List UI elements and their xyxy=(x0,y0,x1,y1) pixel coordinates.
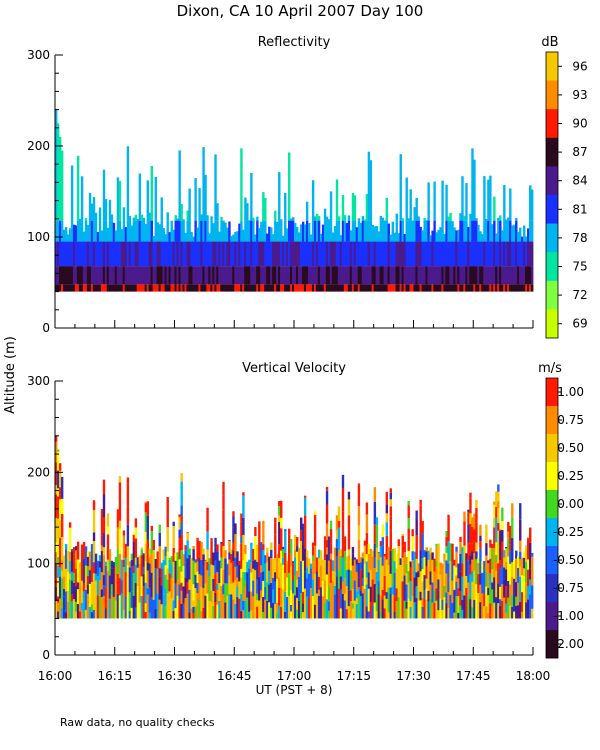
colorbar-tick-label: 75 xyxy=(572,260,587,274)
colorbar-tick-label: 81 xyxy=(572,202,587,216)
colorbar-tick-label: -0.50 xyxy=(553,553,584,567)
colorbar-swatch xyxy=(546,166,558,196)
y-tick-label: 0 xyxy=(42,321,50,335)
x-tick-label: 16:45 xyxy=(217,669,252,683)
colorbar-swatch xyxy=(546,546,558,575)
x-axis-label: UT (PST + 8) xyxy=(256,683,333,697)
colorbar-tick-label: 96 xyxy=(572,59,587,73)
colorbar-tick-label: 0.00 xyxy=(557,497,584,511)
colorbar-tick-label: 93 xyxy=(572,88,587,102)
x-tick-label: 17:15 xyxy=(336,669,371,683)
colorbar-swatch xyxy=(546,406,558,435)
colorbar-frame xyxy=(545,51,559,339)
colorbar-swatch xyxy=(546,223,558,253)
colorbar-swatch xyxy=(546,434,558,463)
x-tick-label: 17:00 xyxy=(277,669,312,683)
colorbar-frame xyxy=(545,377,559,659)
colorbar-swatch xyxy=(546,518,558,547)
colorbar-swatch xyxy=(546,462,558,491)
colorbar-swatch xyxy=(546,109,558,139)
panel-title-reflectivity: Reflectivity xyxy=(258,35,331,50)
colorbar-unit-velocity: m/s xyxy=(538,361,562,376)
x-tick-label: 16:15 xyxy=(97,669,132,683)
colorbar-tick-label: 84 xyxy=(572,174,587,188)
colorbar-swatch xyxy=(546,252,558,282)
colorbar-swatch xyxy=(546,490,558,519)
colorbar-tick-label: -1.00 xyxy=(553,609,584,623)
colorbar-tick-label: 69 xyxy=(572,317,587,331)
colorbar-swatch xyxy=(546,195,558,224)
figure-title: Dixon, CA 10 April 2007 Day 100 xyxy=(177,2,424,20)
y-axis-label: Altitude (m) xyxy=(3,336,18,414)
colorbar-swatch xyxy=(546,52,558,81)
echo-field-reflectivity xyxy=(55,109,534,292)
y-tick-label: 200 xyxy=(27,139,50,153)
x-tick-label: 18:00 xyxy=(516,669,551,683)
colorbar-tick-label: 78 xyxy=(572,231,587,245)
colorbar-tick-label: 0.75 xyxy=(557,413,584,427)
colorbar-unit-reflectivity: dB xyxy=(541,35,558,50)
colorbar-tick-label: 0.25 xyxy=(557,469,584,483)
y-tick-label: 300 xyxy=(27,374,50,388)
y-tick-label: 0 xyxy=(42,648,50,662)
y-tick-label: 200 xyxy=(27,465,50,479)
x-tick-label: 16:30 xyxy=(157,669,192,683)
x-tick-label: 17:45 xyxy=(456,669,491,683)
colorbar-swatch xyxy=(546,602,558,631)
x-tick-label: 16:00 xyxy=(38,669,73,683)
panel-title-vertical-velocity: Vertical Velocity xyxy=(242,361,346,376)
colorbar-tick-label: -2.00 xyxy=(553,637,584,651)
colorbar-tick-label: 87 xyxy=(572,145,587,159)
colorbar-swatch xyxy=(546,378,558,407)
colorbar-swatch xyxy=(546,137,558,167)
reflectivity-panel: Reflectivity dB 0 100 200 300 96 93 90 87 84 81 78… xyxy=(27,35,588,339)
vertical-velocity-panel: Vertical Velocity m/s 0 100 200 300 16:00 16:… xyxy=(27,361,584,683)
colorbar-swatch xyxy=(546,309,558,339)
x-tick-label: 17:30 xyxy=(396,669,431,683)
colorbar-tick-label: 1.00 xyxy=(557,385,584,399)
colorbar-swatch xyxy=(546,630,558,659)
footnote: Raw data, no quality checks xyxy=(60,716,215,729)
colorbar-swatch xyxy=(546,280,558,310)
echo-field-velocity xyxy=(55,435,534,619)
y-tick-label: 100 xyxy=(27,230,50,244)
y-tick-label: 300 xyxy=(27,48,50,62)
colorbar-tick-label: 0.50 xyxy=(557,441,584,455)
colorbar-tick-label: -0.25 xyxy=(553,525,584,539)
colorbar-swatch xyxy=(546,574,558,603)
y-tick-label: 100 xyxy=(27,557,50,571)
colorbar-swatch xyxy=(546,80,558,110)
colorbar-tick-label: 90 xyxy=(572,117,587,131)
colorbar-tick-label: 72 xyxy=(572,288,587,302)
colorbar-tick-label: -0.75 xyxy=(553,581,584,595)
